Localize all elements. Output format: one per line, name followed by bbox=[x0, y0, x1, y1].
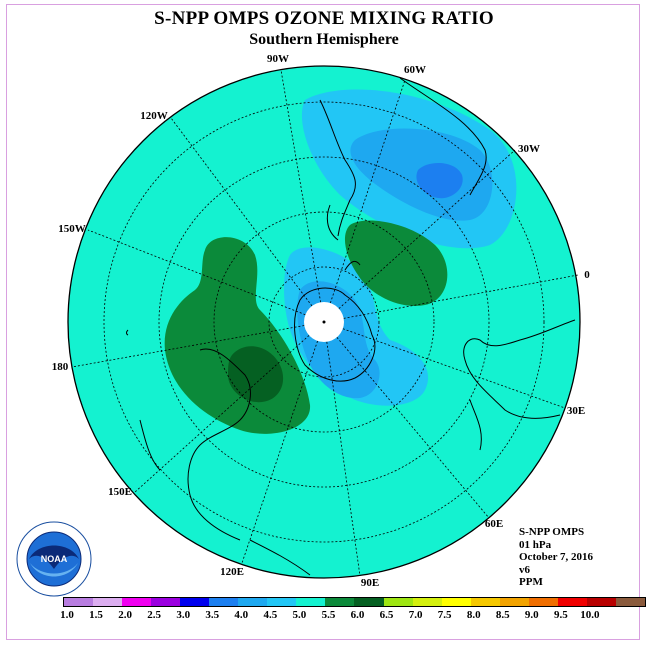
label-60e: 60E bbox=[485, 518, 503, 530]
label-120w: 120W bbox=[140, 110, 168, 122]
colorbar-segment bbox=[180, 598, 210, 606]
label-120e: 120E bbox=[220, 566, 244, 578]
graticule bbox=[71, 69, 579, 577]
colorbar-labels: 1.0 1.5 2.0 2.5 3.0 3.5 4.0 4.5 5.0 5.5 6.0 6.5 7.0 7… bbox=[0, 609, 648, 623]
colorbar-label: 5.5 bbox=[321, 609, 336, 621]
colorbar-segment bbox=[412, 598, 442, 606]
ozone-contour-5-0-atlantic bbox=[344, 220, 448, 306]
colorbar-label: 9.5 bbox=[553, 609, 568, 621]
image-frame bbox=[6, 4, 640, 640]
colorbar-segment bbox=[151, 598, 181, 606]
colorbar-segment bbox=[354, 598, 384, 606]
colorbar-label: 8.5 bbox=[495, 609, 510, 621]
info-instrument: S-NPP OMPS bbox=[519, 526, 585, 538]
noaa-logo: NOAA bbox=[16, 521, 92, 597]
map-subtitle: Southern Hemisphere bbox=[249, 31, 399, 48]
label-0: 0 bbox=[584, 269, 590, 281]
colorbar-label: 10.0 bbox=[580, 609, 600, 621]
colorbar-segment bbox=[296, 598, 326, 606]
colorbar bbox=[63, 597, 646, 607]
colorbar-label: 2.5 bbox=[147, 609, 162, 621]
colorbar-label: 7.0 bbox=[408, 609, 423, 621]
colorbar-segment bbox=[383, 598, 413, 606]
ozone-contour-5-5-pacific bbox=[228, 346, 284, 403]
label-90w: 90W bbox=[267, 53, 289, 65]
label-30e: 30E bbox=[567, 405, 585, 417]
colorbar-segment bbox=[93, 598, 123, 606]
info-block: S-NPP OMPS 01 hPa October 7, 2016 v6 PPM bbox=[519, 526, 593, 589]
label-180: 180 bbox=[52, 361, 69, 373]
info-level: 01 hPa bbox=[519, 538, 552, 551]
colorbar-label: 7.5 bbox=[437, 609, 452, 621]
info-version: v6 bbox=[519, 563, 530, 576]
info-units: PPM bbox=[519, 576, 543, 588]
colorbar-label: 3.0 bbox=[176, 609, 191, 621]
colorbar-label: 6.5 bbox=[379, 609, 394, 621]
label-150w: 150W bbox=[58, 223, 86, 235]
colorbar-label: 4.0 bbox=[234, 609, 249, 621]
coastlines bbox=[126, 77, 576, 576]
label-60w: 60W bbox=[404, 64, 426, 76]
colorbar-label: 1.0 bbox=[60, 609, 74, 621]
south-pole-marker bbox=[322, 320, 326, 324]
colorbar-segment bbox=[615, 598, 645, 606]
info-date: October 7, 2016 bbox=[519, 551, 594, 563]
colorbar-label: 5.0 bbox=[292, 609, 307, 621]
label-30w: 30W bbox=[518, 143, 540, 155]
ozone-contour-3-5 bbox=[416, 163, 463, 199]
label-150e: 150E bbox=[108, 486, 132, 498]
colorbar-segment bbox=[499, 598, 529, 606]
colorbar-segment bbox=[470, 598, 500, 606]
colorbar-segment bbox=[528, 598, 558, 606]
colorbar-segment bbox=[209, 598, 239, 606]
map-title: S-NPP OMPS OZONE MIXING RATIO bbox=[154, 8, 494, 29]
colorbar-label: 9.0 bbox=[524, 609, 539, 621]
colorbar-label: 8.0 bbox=[466, 609, 481, 621]
colorbar-segment bbox=[267, 598, 297, 606]
colorbar-segment bbox=[238, 598, 268, 606]
colorbar-segment bbox=[441, 598, 471, 606]
colorbar-segment bbox=[325, 598, 355, 606]
colorbar-label: 1.5 bbox=[89, 609, 103, 621]
map-boundary bbox=[67, 65, 581, 579]
colorbar-label: 3.5 bbox=[205, 609, 220, 621]
colorbar-segment bbox=[122, 598, 152, 606]
label-90e: 90E bbox=[361, 577, 379, 589]
colorbar-label: 4.5 bbox=[263, 609, 278, 621]
colorbar-label: 2.0 bbox=[118, 609, 132, 621]
colorbar-segment bbox=[586, 598, 616, 606]
colorbar-segment bbox=[64, 598, 94, 606]
colorbar-label: 6.0 bbox=[350, 609, 365, 621]
noaa-logo-text: NOAA bbox=[41, 554, 68, 564]
colorbar-segment bbox=[557, 598, 587, 606]
